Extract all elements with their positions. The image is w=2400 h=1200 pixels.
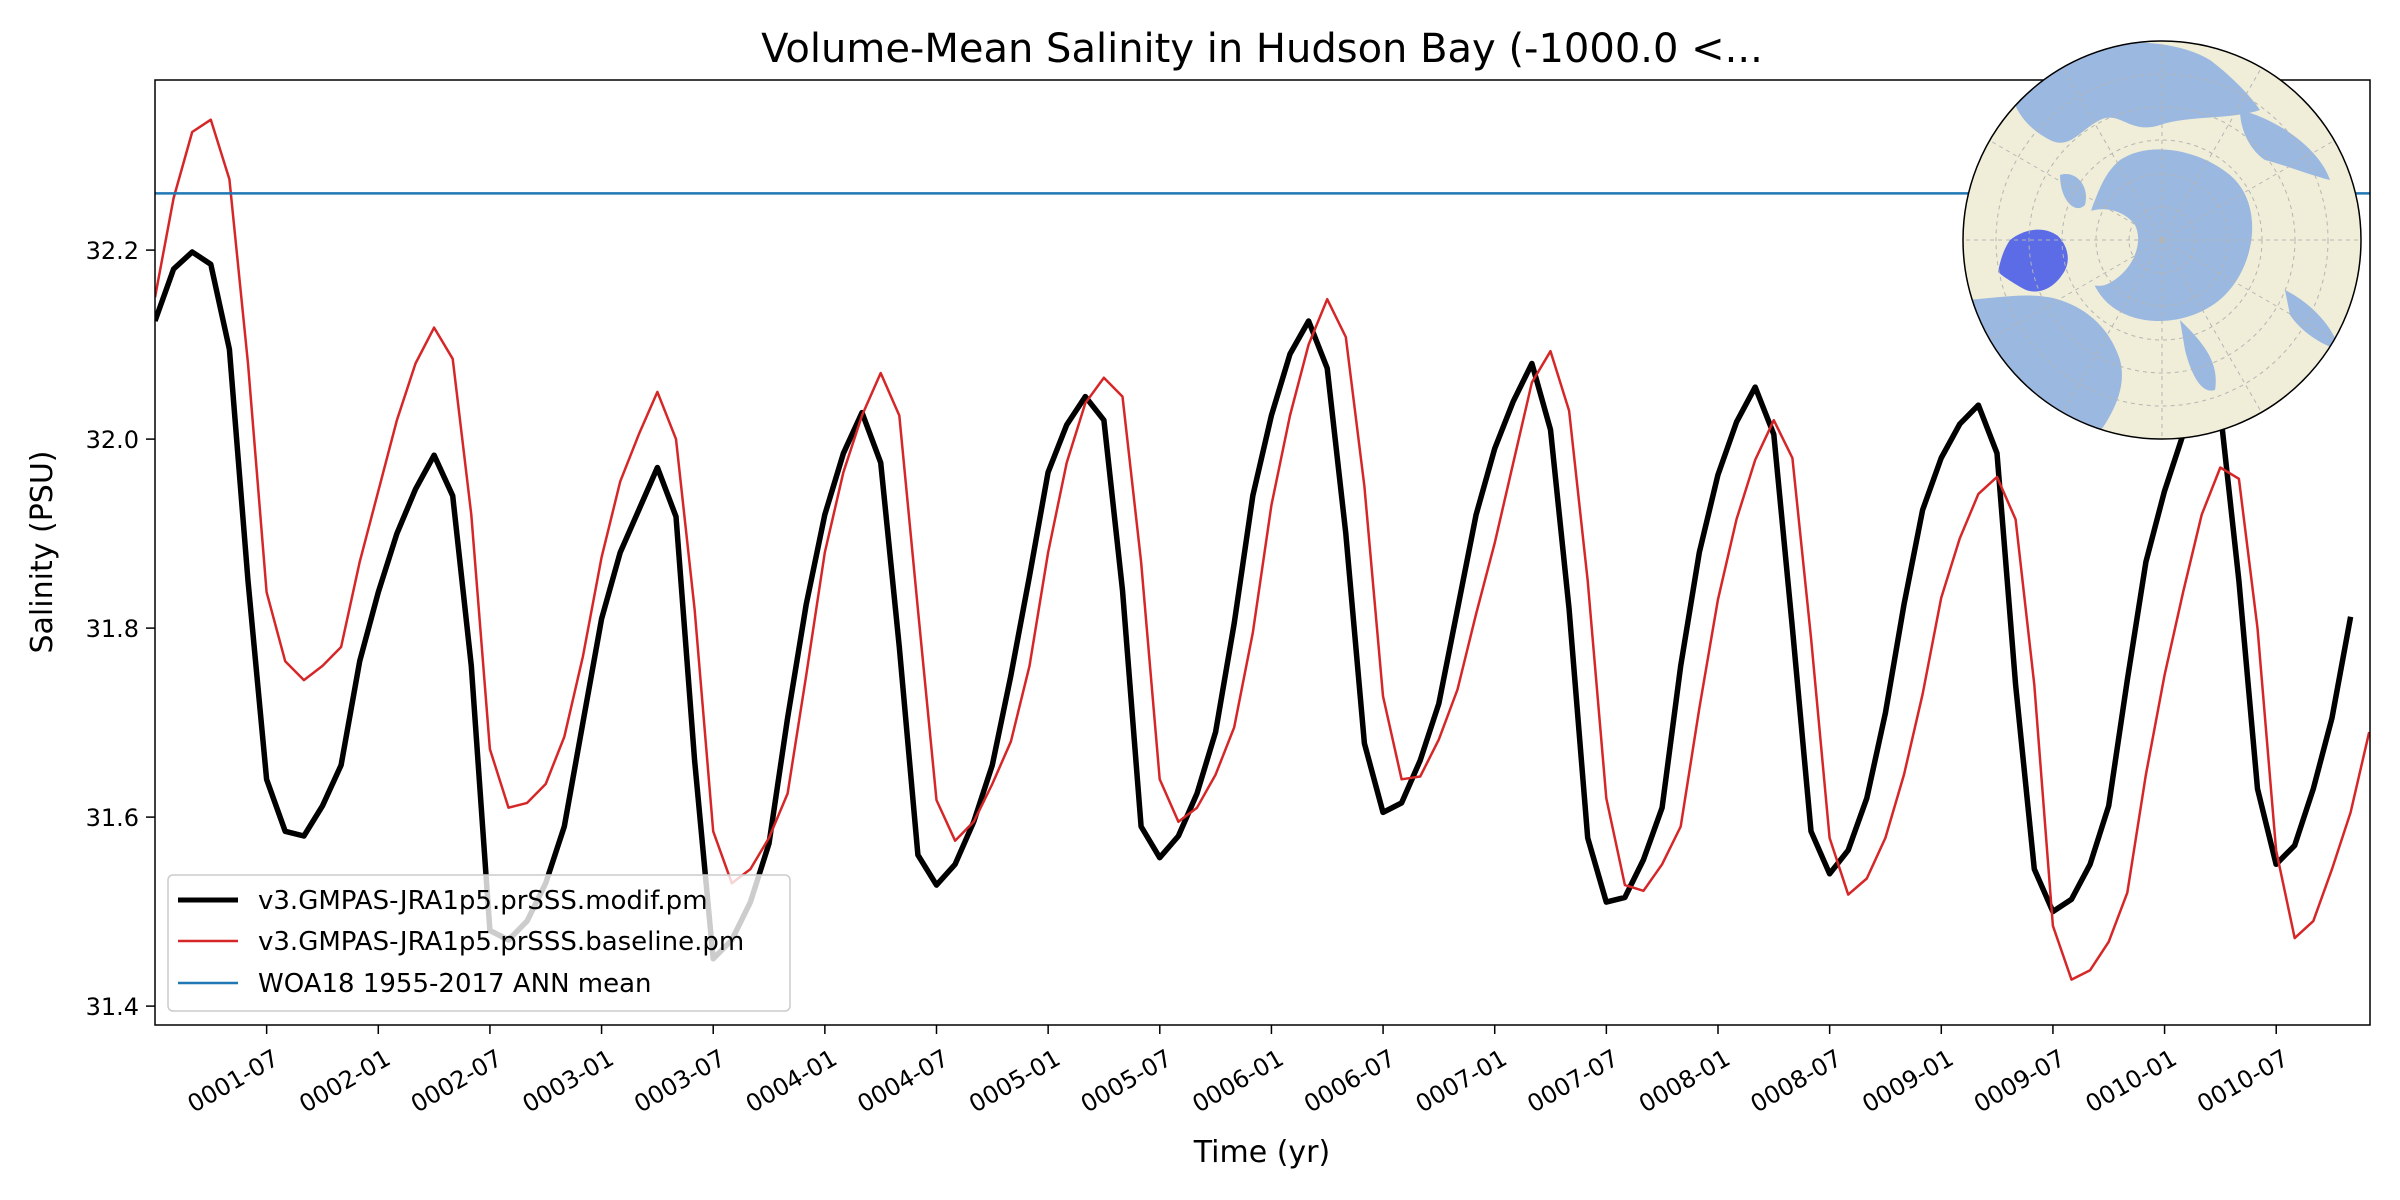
inset-arctic-ocean <box>2085 149 2253 322</box>
y-tick-label: 31.4 <box>86 993 139 1021</box>
legend-box <box>167 874 791 1012</box>
inset-hudson-bay-region <box>1998 229 2068 292</box>
inset-arctic-channel <box>2060 174 2086 209</box>
inset-pacific-ocean <box>2010 42 2260 143</box>
legend-label-modif: v3.GMPAS-JRA1p5.prSSS.modif.pm <box>258 886 708 916</box>
y-tick-label: 31.8 <box>86 615 139 643</box>
legend-label-baseline: v3.GMPAS-JRA1p5.prSSS.baseline.pm <box>258 927 744 957</box>
inset-meridian-line <box>2161 140 2335 241</box>
inset-latitude-line <box>1995 73 2329 407</box>
x-axis-label: Time (yr) <box>1193 1135 1330 1170</box>
y-tick-label: 32.0 <box>86 426 139 454</box>
inset-meridian-line <box>2161 67 2262 241</box>
series-line <box>155 118 2370 981</box>
inset-greenland <box>2065 209 2139 286</box>
series-baseline <box>155 118 2370 981</box>
legend: v3.GMPAS-JRA1p5.prSSS.modif.pm v3.GMPAS-… <box>167 874 791 1012</box>
legend-label-woa18: WOA18 1955-2017 ANN mean <box>258 969 652 999</box>
y-axis: 31.4 31.6 31.8 32.0 32.2 <box>86 237 155 1021</box>
inset-meridian-line <box>1989 239 2163 340</box>
inset-meridian-line <box>2062 67 2163 241</box>
inset-sea-of-okhotsk <box>2285 290 2340 350</box>
inset-baltic-sea <box>2180 320 2216 391</box>
inset-meridian-line <box>1989 140 2163 241</box>
inset-meridian-line <box>2161 239 2335 340</box>
inset-latitude-line <box>2028 106 2296 374</box>
plot-frame <box>154 79 2371 1026</box>
inset-polar-map <box>1962 40 2362 440</box>
inset-gridlines <box>1963 41 2361 439</box>
inset-map-border <box>1962 40 2362 440</box>
y-tick-label: 31.6 <box>86 804 139 832</box>
y-tick-label: 32.2 <box>86 237 139 265</box>
inset-bering-sea <box>2240 110 2330 180</box>
y-axis-label: Salinity (PSU) <box>25 451 60 654</box>
inset-meridian-line <box>2161 239 2262 413</box>
inset-meridian-line <box>2062 239 2163 413</box>
chart-title: Volume-Mean Salinity in Hudson Bay (-100… <box>761 26 1763 72</box>
